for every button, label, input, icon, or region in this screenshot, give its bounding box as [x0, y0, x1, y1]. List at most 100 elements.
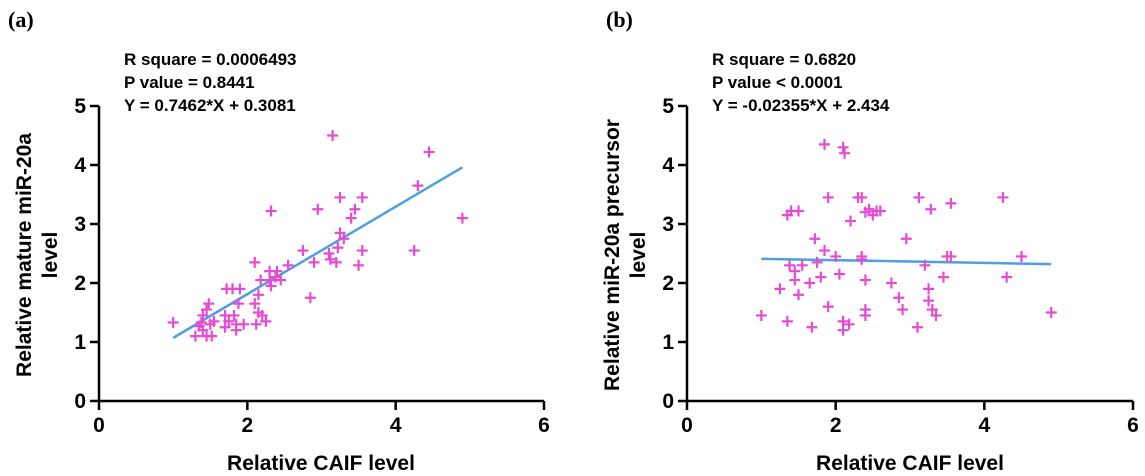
panel-b-data-point — [784, 259, 796, 271]
panel-b-data-point — [911, 321, 923, 333]
panel-a-data-point — [408, 245, 420, 257]
panel-b-data-point — [809, 233, 821, 245]
panel-b-y-tick-label: 2 — [662, 272, 674, 295]
panel-b-data-point — [819, 138, 831, 150]
panel-b-data-point — [997, 191, 1009, 203]
panel-b-y-axis-title-line2: level — [627, 232, 650, 279]
panel-a-data-point — [232, 298, 244, 310]
panel-a-data-point — [189, 330, 201, 342]
panel-a-data-point — [327, 130, 339, 141]
panel-a-y-tick-label: 0 — [74, 390, 86, 413]
panel-b-data-point — [830, 250, 842, 262]
panel-a-data-point — [275, 274, 287, 286]
panel-b-data-point — [815, 271, 827, 283]
panel-b-r-square: R square = 0.6820 — [712, 50, 856, 69]
panel-a-y-axis-title-line1: Relative mature miR-20a — [13, 133, 36, 377]
panel-a-data-point — [334, 227, 346, 239]
panel-a-p-value: P value = 0.8441 — [124, 73, 255, 92]
panel-a-data-point — [264, 274, 276, 286]
panel-b-data-point — [863, 203, 875, 215]
panel-a-data-point — [297, 245, 309, 257]
panel-b-data-point — [755, 309, 767, 321]
panel-b-data-point — [930, 309, 942, 321]
panel-b-y-tick-label: 0 — [662, 390, 674, 413]
panel-b-data-point — [856, 253, 868, 265]
panel-a-data-point — [228, 309, 240, 321]
panel-a-data-point — [412, 180, 424, 192]
panel-a-data-point — [265, 205, 277, 217]
panel-a-data-point — [197, 324, 209, 336]
panel-b-data-point — [1016, 250, 1027, 262]
panel-b-data-point — [811, 256, 823, 268]
panel-a-x-tick-label: 4 — [390, 414, 402, 437]
panel-a-data-point — [167, 317, 179, 329]
panel-b-y-tick-label: 4 — [662, 154, 674, 177]
panel-b-data-point — [781, 315, 793, 327]
panel-a-label: (a) — [8, 7, 34, 32]
panel-a-x-tick-label: 2 — [241, 414, 253, 437]
panel-b-data-point — [900, 233, 912, 245]
panel-a-equation: Y = 0.7462*X + 0.3081 — [124, 96, 296, 115]
panel-a-data-point — [256, 309, 268, 321]
panel-b-data-point — [833, 268, 845, 280]
panel-a-y-tick-label: 4 — [74, 154, 86, 177]
panel-b-x-tick-label: 2 — [830, 414, 842, 437]
panel-a-regression-line — [172, 166, 464, 339]
panel-b-x-axis-title: Relative CAIF level — [816, 452, 1004, 475]
panel-b-data-point — [937, 271, 949, 283]
panel-b-data-point — [859, 309, 871, 321]
panel-a-data-point — [323, 248, 335, 259]
panel-b-y-axis-title-line1: Relative miR-20a precursor — [601, 119, 624, 391]
panel-b-data-point — [923, 295, 935, 307]
panel-b-p-value: P value < 0.0001 — [712, 73, 843, 92]
panel-a-data-point — [260, 315, 272, 327]
panel-a-y-tick-label: 5 — [74, 95, 86, 118]
panel-a-x-axis-title: Relative CAIF level — [227, 452, 415, 475]
panel-a-data-point — [265, 280, 277, 292]
panel-a-data-point — [249, 256, 261, 268]
panel-b-data-point — [893, 292, 905, 304]
panel-b-data-point — [1001, 271, 1013, 283]
panel-b-data-point — [856, 191, 868, 203]
panel-a-data-point — [208, 315, 220, 327]
panel-a-data-point — [423, 146, 435, 158]
panel-a-r-square: R square = 0.0006493 — [124, 50, 296, 69]
panel-b-regression-line — [761, 257, 1052, 266]
panel-b-data-point — [945, 250, 957, 262]
panel-a-data-point — [271, 265, 283, 277]
panel-a-y-axis-title-line2: level — [39, 232, 62, 279]
panel-a-data-point — [324, 253, 336, 265]
panel-b-data-point — [885, 277, 897, 289]
panel-a-data-point — [201, 304, 213, 316]
panel-b-data-point — [925, 203, 937, 215]
panel-b-data-point — [923, 283, 935, 295]
panel-b-data-point — [919, 259, 931, 271]
panel-b-y-tick-label: 3 — [662, 213, 674, 236]
panel-b-data-point — [859, 274, 871, 286]
panel-b-label: (b) — [606, 7, 633, 32]
panel-b-x-tick-label: 0 — [681, 414, 693, 437]
panel-a-data-point — [349, 203, 361, 215]
panel-b-y-tick-label: 5 — [662, 95, 674, 118]
panel-b-y-tick-label: 1 — [662, 331, 674, 354]
panel-b-data-point — [789, 274, 801, 286]
panel-a-data-point — [332, 242, 344, 254]
panel-a-data-point — [334, 191, 346, 203]
panel-a-data-point — [234, 283, 246, 295]
panel-a: (a) R square = 0.0006493 P value = 0.844… — [8, 7, 550, 475]
panel-b-data-point — [1045, 307, 1057, 318]
panel-a-data-point — [304, 292, 316, 304]
panel-b-data-point — [822, 191, 834, 203]
panel-a-x-tick-label: 0 — [93, 414, 105, 437]
panel-a-data-point — [195, 317, 207, 329]
panel-b-data-point — [837, 141, 849, 153]
panel-b-data-point — [819, 245, 831, 257]
panel-b-data-point — [774, 283, 786, 295]
panel-a-data-point — [356, 191, 368, 203]
panel-b-data-point — [913, 191, 925, 203]
panel-b-data-point — [793, 289, 804, 301]
panel-b-data-point — [945, 197, 957, 209]
panel-b-x-tick-label: 4 — [978, 414, 990, 437]
panel-b-data-point — [845, 215, 857, 227]
